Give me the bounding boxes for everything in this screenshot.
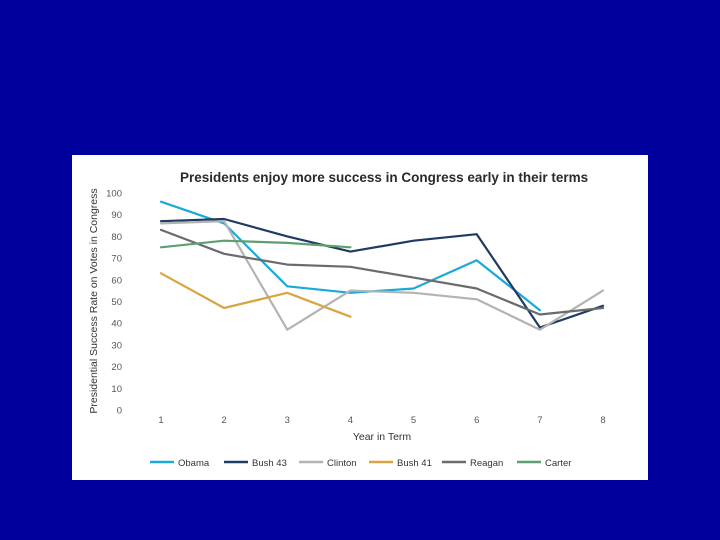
x-tick-label: 7 — [537, 415, 542, 426]
legend-label: Obama — [178, 458, 210, 469]
x-axis-label: Year in Term — [353, 431, 412, 443]
line-chart: Presidents enjoy more success in Congres… — [88, 170, 606, 469]
x-tick-label: 1 — [158, 415, 163, 426]
series-line-reagan — [159, 228, 605, 316]
y-tick-label: 20 — [111, 362, 122, 373]
y-tick-label: 50 — [111, 297, 122, 308]
x-tick-labels: 1 2 3 4 5 6 7 8 — [158, 415, 605, 426]
legend: Obama Bush 43 Clinton Bush 41 Reagan Carter — [150, 458, 571, 469]
x-tick-label: 5 — [411, 415, 416, 426]
x-tick-label: 6 — [474, 415, 479, 426]
series-line-bush-43 — [159, 217, 605, 329]
y-tick-label: 30 — [111, 340, 122, 351]
chart-title: Presidents enjoy more success in Congres… — [180, 170, 588, 185]
y-tick-label: 60 — [111, 275, 122, 286]
y-tick-label: 40 — [111, 319, 122, 330]
chart-card: Presidents enjoy more success in Congres… — [72, 155, 648, 480]
x-tick-label: 8 — [600, 415, 605, 426]
y-tick-label: 70 — [111, 254, 122, 265]
x-tick-label: 3 — [285, 415, 290, 426]
series-line-bush-41 — [159, 272, 352, 318]
y-tick-label: 100 — [106, 189, 122, 200]
series-line-clinton — [159, 220, 605, 331]
legend-label: Clinton — [327, 458, 357, 469]
y-tick-label: 0 — [117, 406, 122, 417]
legend-label: Reagan — [470, 458, 503, 469]
legend-label: Bush 41 — [397, 458, 432, 469]
legend-label: Bush 43 — [252, 458, 287, 469]
series-line-carter — [159, 239, 352, 249]
y-tick-label: 90 — [111, 210, 122, 221]
y-axis-label: Presidential Success Rate on Votes in Co… — [88, 188, 100, 413]
y-tick-label: 80 — [111, 232, 122, 243]
series-line-obama — [159, 200, 541, 312]
x-tick-label: 4 — [348, 415, 353, 426]
legend-label: Carter — [545, 458, 571, 469]
x-tick-label: 2 — [221, 415, 226, 426]
series-lines — [159, 200, 605, 331]
y-tick-label: 10 — [111, 384, 122, 395]
y-tick-labels: 0 10 20 30 40 50 60 70 80 90 100 — [106, 189, 122, 417]
